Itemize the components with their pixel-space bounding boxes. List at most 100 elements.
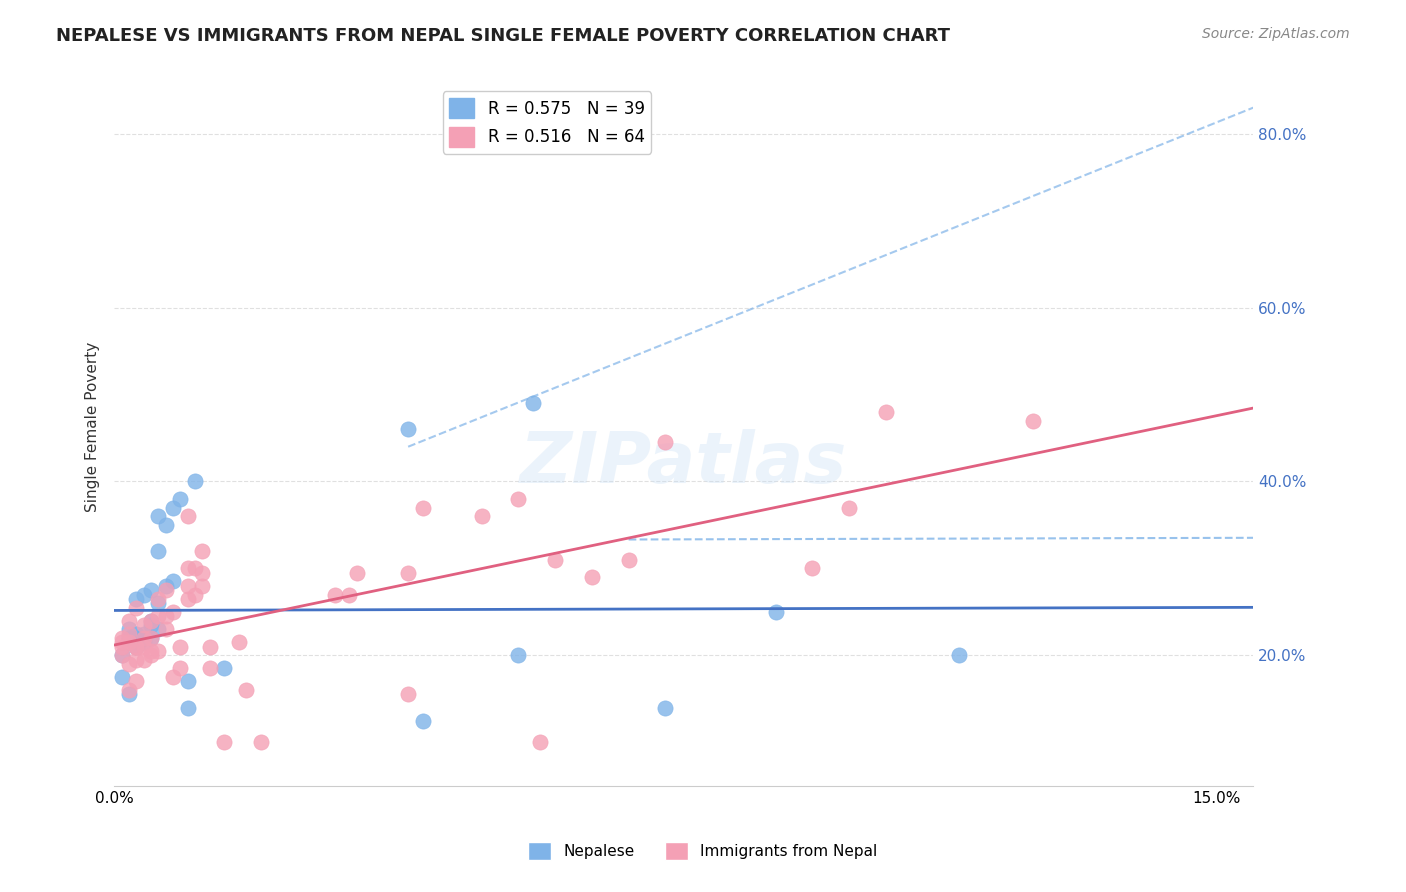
Point — [162, 574, 184, 589]
Point — [412, 714, 434, 728]
Point — [184, 475, 207, 489]
Point — [544, 553, 567, 567]
Point — [148, 596, 170, 610]
Point — [125, 653, 148, 667]
Point — [118, 688, 141, 702]
Point — [176, 591, 198, 606]
Point — [132, 653, 155, 667]
Point — [148, 609, 170, 624]
Point — [132, 631, 155, 645]
Point — [125, 626, 148, 640]
Point — [184, 587, 207, 601]
Point — [176, 674, 198, 689]
Point — [125, 600, 148, 615]
Point — [110, 648, 132, 663]
Point — [235, 683, 257, 698]
Point — [132, 635, 155, 649]
Point — [214, 661, 236, 675]
Point — [155, 518, 177, 533]
Point — [125, 591, 148, 606]
Point — [765, 605, 787, 619]
Point — [139, 614, 162, 628]
Point — [118, 631, 141, 645]
Point — [118, 683, 141, 698]
Point — [250, 735, 273, 749]
Point — [471, 509, 494, 524]
Point — [132, 640, 155, 654]
Point — [132, 626, 155, 640]
Point — [118, 635, 141, 649]
Y-axis label: Single Female Poverty: Single Female Poverty — [86, 342, 100, 512]
Point — [176, 509, 198, 524]
Text: ZIPatlas: ZIPatlas — [520, 428, 848, 498]
Point — [139, 631, 162, 645]
Text: Source: ZipAtlas.com: Source: ZipAtlas.com — [1202, 27, 1350, 41]
Point — [125, 631, 148, 645]
Point — [139, 618, 162, 632]
Point — [155, 579, 177, 593]
Point — [396, 688, 419, 702]
Point — [617, 553, 640, 567]
Legend: R = 0.575   N = 39, R = 0.516   N = 64: R = 0.575 N = 39, R = 0.516 N = 64 — [443, 91, 651, 153]
Point — [176, 561, 198, 575]
Point — [654, 435, 676, 450]
Point — [155, 583, 177, 598]
Point — [228, 635, 250, 649]
Point — [581, 570, 603, 584]
Point — [139, 631, 162, 645]
Point — [508, 648, 530, 663]
Point — [176, 579, 198, 593]
Point — [155, 622, 177, 636]
Point — [110, 648, 132, 663]
Point — [838, 500, 860, 515]
Point — [198, 661, 221, 675]
Point — [125, 635, 148, 649]
Point — [522, 396, 544, 410]
Point — [139, 583, 162, 598]
Point — [508, 491, 530, 506]
Point — [110, 670, 132, 684]
Point — [155, 609, 177, 624]
Point — [132, 587, 155, 601]
Point — [148, 644, 170, 658]
Text: NEPALESE VS IMMIGRANTS FROM NEPAL SINGLE FEMALE POVERTY CORRELATION CHART: NEPALESE VS IMMIGRANTS FROM NEPAL SINGLE… — [56, 27, 950, 45]
Point — [1022, 414, 1045, 428]
Point — [191, 579, 214, 593]
Point — [176, 700, 198, 714]
Point — [191, 566, 214, 580]
Point — [162, 500, 184, 515]
Point — [191, 544, 214, 558]
Point — [118, 631, 141, 645]
Point — [948, 648, 970, 663]
Point — [125, 640, 148, 654]
Point — [801, 561, 824, 575]
Point — [148, 509, 170, 524]
Point — [148, 591, 170, 606]
Point — [125, 640, 148, 654]
Point — [169, 491, 191, 506]
Point — [118, 657, 141, 671]
Point — [110, 631, 132, 645]
Point — [169, 661, 191, 675]
Point — [184, 561, 207, 575]
Point — [125, 674, 148, 689]
Point — [346, 566, 368, 580]
Point — [396, 422, 419, 436]
Point — [118, 622, 141, 636]
Point — [139, 644, 162, 658]
Point — [323, 587, 346, 601]
Point — [412, 500, 434, 515]
Point — [337, 587, 360, 601]
Point — [529, 735, 551, 749]
Point — [875, 405, 897, 419]
Point — [162, 670, 184, 684]
Point — [396, 566, 419, 580]
Point — [110, 635, 132, 649]
Point — [132, 618, 155, 632]
Point — [148, 622, 170, 636]
Point — [162, 605, 184, 619]
Legend: Nepalese, Immigrants from Nepal: Nepalese, Immigrants from Nepal — [522, 836, 884, 866]
Point — [110, 640, 132, 654]
Point — [125, 640, 148, 654]
Point — [139, 648, 162, 663]
